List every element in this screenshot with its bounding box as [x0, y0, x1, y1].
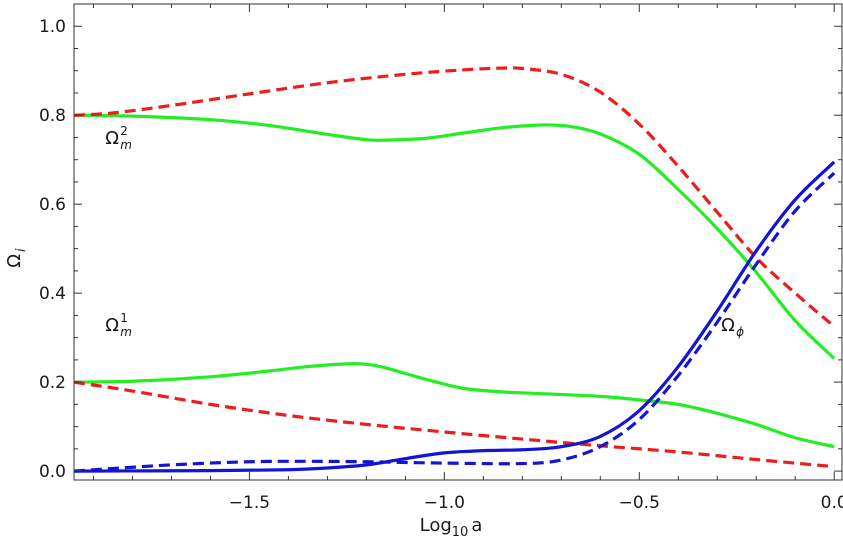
x-tick-label: −1.0 [424, 493, 465, 513]
series-line-blue-dashed-5 [73, 171, 836, 473]
ticks-layer: −1.5 −1.0 −0.5 0.0 0.0 0.2 0.4 0.6 0.8 1.0 [39, 4, 843, 513]
annotation-subscript: m [120, 325, 132, 339]
y-tick-label: 1.0 [39, 17, 66, 37]
annotation-subscript: m [120, 138, 132, 152]
x-tick-label: 0.0 [821, 493, 843, 513]
curve-annotation: Ω 1m [105, 311, 132, 339]
x-tick-label: −0.5 [619, 493, 660, 513]
annotation-symbol: Ω [105, 315, 119, 336]
y-tick-label: 0.0 [39, 462, 66, 482]
annotation-symbol: Ω [105, 128, 119, 149]
y-tick-label: 0.6 [39, 195, 66, 215]
y-tick-label: 0.4 [39, 284, 66, 304]
y-tick-label: 0.8 [39, 106, 66, 126]
annotation-subscript: ϕ [736, 325, 744, 339]
x-axis-title: Log10 a [420, 515, 483, 540]
y-tick-label: 0.2 [39, 373, 66, 393]
series-line-red-dashed-3 [73, 380, 835, 469]
series-line-green-solid-2 [73, 362, 835, 449]
plot-area [73, 3, 843, 481]
curve-annotation: Ω 2m [105, 124, 132, 152]
series-line-red-dashed-1 [73, 66, 836, 328]
y-axis-title: Ωi [4, 248, 29, 268]
series-layer [73, 66, 836, 473]
series-line-blue-solid-4 [73, 160, 836, 473]
x-tick-label: −1.5 [229, 493, 270, 513]
series-line-green-solid-0 [73, 113, 836, 360]
annotation-symbol: Ω [721, 315, 735, 336]
plot-frame [73, 3, 843, 481]
annotation-superscript: 2 [120, 124, 128, 138]
annotation-superscript: 1 [120, 311, 128, 325]
